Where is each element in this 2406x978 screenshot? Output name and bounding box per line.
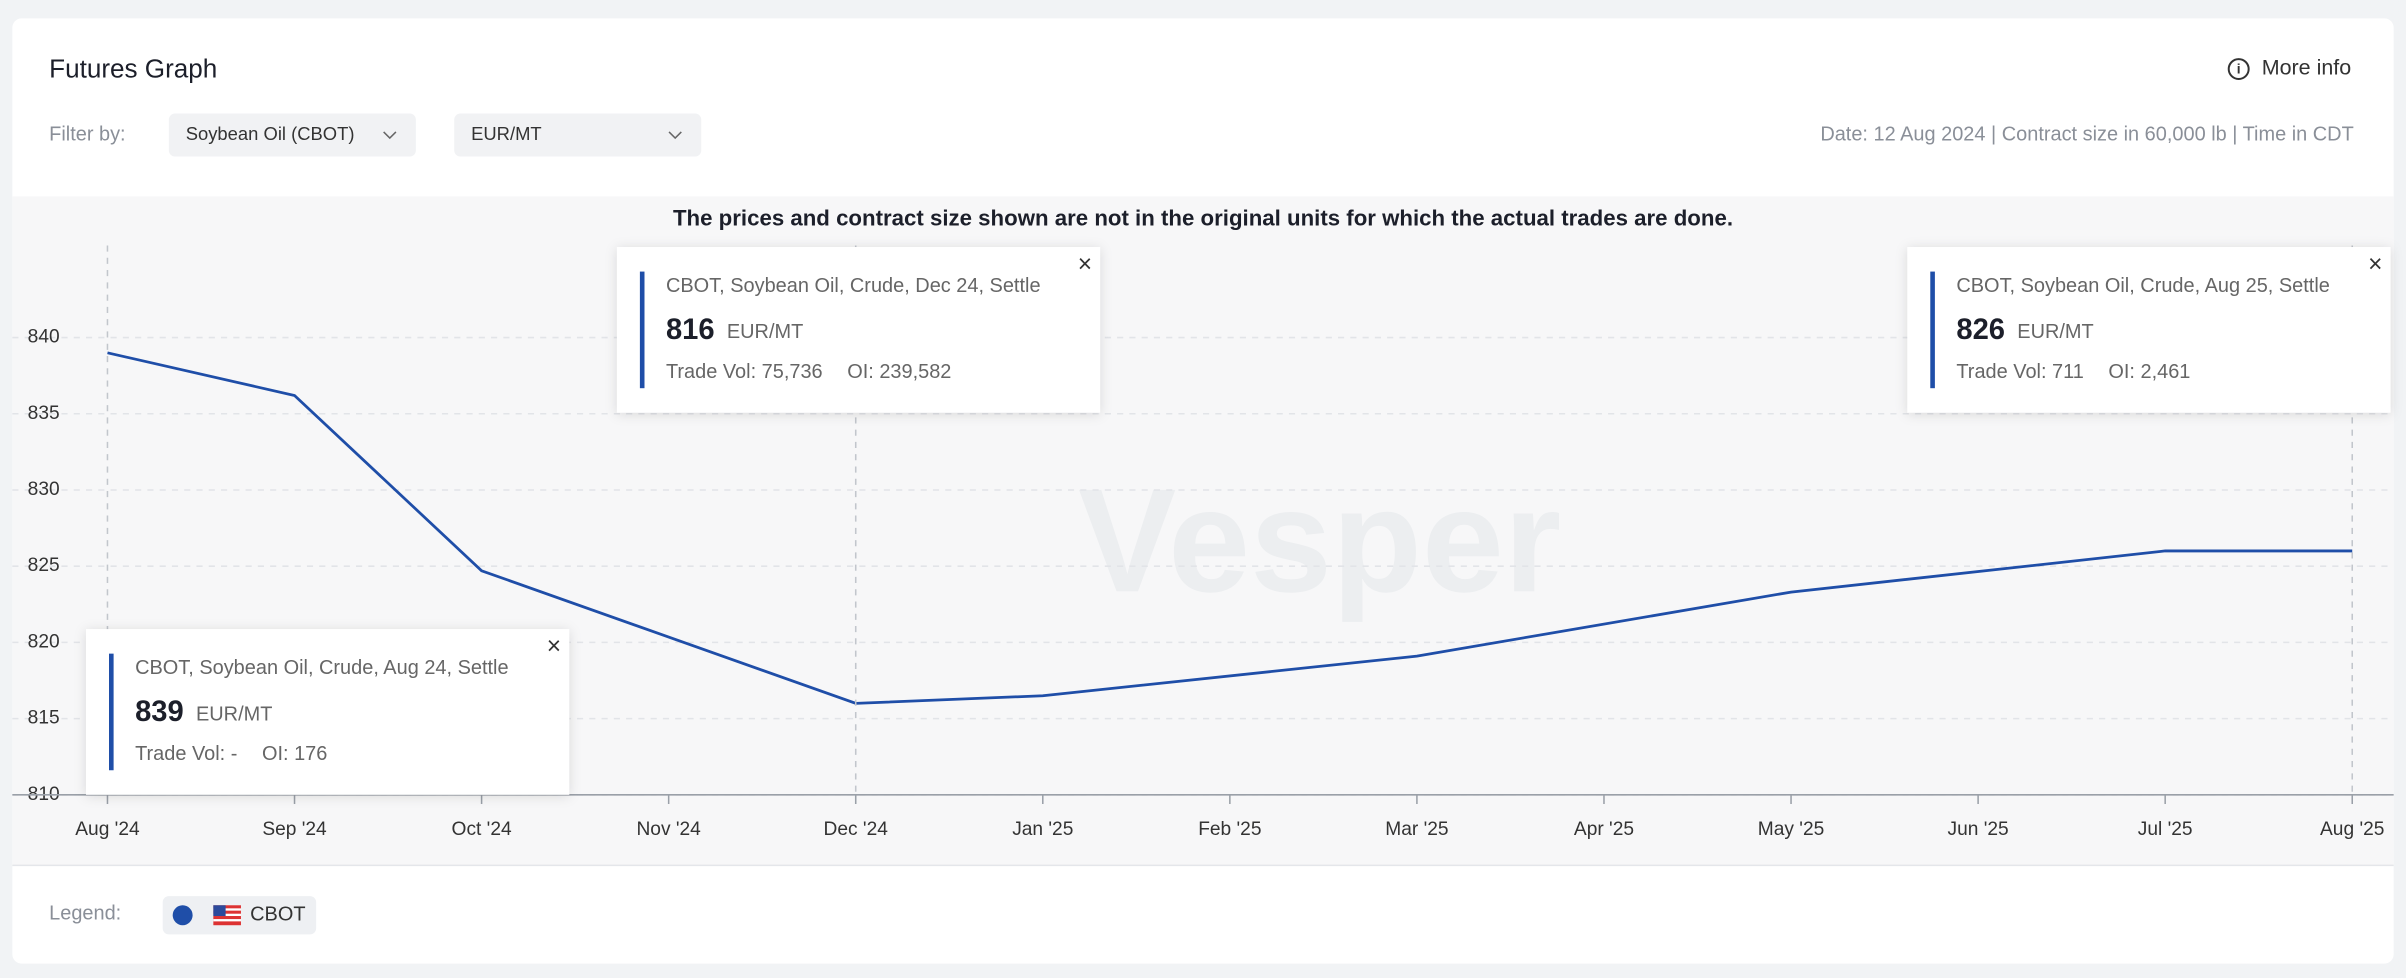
tooltip-accent xyxy=(1930,271,1935,389)
x-tick-label: Nov '24 xyxy=(636,819,701,840)
tooltip-close[interactable]: × xyxy=(1078,251,1092,278)
legend-label: Legend: xyxy=(49,903,121,925)
flag-stripe xyxy=(213,908,241,911)
x-tick-label: Oct '24 xyxy=(452,819,512,840)
y-tick-label: 835 xyxy=(28,403,60,424)
tooltip: × CBOT, Soybean Oil, Crude, Dec 24, Settl… xyxy=(616,247,1101,413)
x-tick-label: Dec '24 xyxy=(824,819,889,840)
tooltip-unit: EUR/MT xyxy=(196,703,272,725)
dropdown[interactable] xyxy=(168,113,416,157)
tooltip-trade-vol: Trade Vol: - xyxy=(135,743,237,765)
tooltip-box xyxy=(1907,247,2391,413)
tooltip-trade-vol: Trade Vol: 711 xyxy=(1956,361,2083,383)
tooltip-oi: OI: 2,461 xyxy=(2108,361,2190,383)
tooltip-oi: OI: 239,582 xyxy=(847,361,951,383)
x-tick-label: Jan '25 xyxy=(1012,819,1073,840)
x-tick-label: Aug '25 xyxy=(2320,819,2384,840)
flag-stripe xyxy=(213,913,241,917)
tooltip-price: 839 xyxy=(135,696,184,728)
flag-canton xyxy=(213,905,226,917)
chevron xyxy=(668,131,682,140)
tooltip-unit: EUR/MT xyxy=(727,321,803,343)
tooltip-price: 816 xyxy=(666,314,715,346)
y-tick-label: 820 xyxy=(28,631,60,652)
title: Futures Graph xyxy=(49,53,217,83)
us-flag xyxy=(213,905,241,926)
chevron xyxy=(383,131,397,140)
meta: Date: 12 Aug 2024 | Contract size in 60,… xyxy=(1820,123,2353,145)
tooltip-close[interactable]: × xyxy=(2368,251,2382,278)
tooltip-accent xyxy=(109,653,114,771)
y-tick-label: 840 xyxy=(28,327,60,348)
info-icon-glyph: i xyxy=(2237,61,2241,76)
y-tick-label: 815 xyxy=(28,708,60,729)
dropdown-value: EUR/MT xyxy=(471,123,542,144)
tooltip-oi: OI: 176 xyxy=(262,743,327,765)
x-tick-label: Aug '24 xyxy=(75,819,140,840)
tooltip-box xyxy=(616,247,1101,413)
tooltip-title: CBOT, Soybean Oil, Crude, Aug 24, Settle xyxy=(135,657,508,679)
x-tick-label: Apr '25 xyxy=(1574,819,1634,840)
x-tick-label: Sep '24 xyxy=(262,819,327,840)
legend-entry[interactable]: CBOT xyxy=(250,904,305,926)
notice: The prices and contract size shown are n… xyxy=(673,205,1733,230)
tooltip-price: 826 xyxy=(1956,314,2005,346)
tooltip-accent xyxy=(639,271,645,389)
y-tick-label: 830 xyxy=(28,479,60,500)
flag-stripe xyxy=(213,919,241,922)
tooltip-close[interactable]: × xyxy=(547,633,561,660)
y-tick-label: 825 xyxy=(28,555,60,576)
x-tick-label: Mar '25 xyxy=(1385,819,1448,840)
x-tick-label: May '25 xyxy=(1758,819,1824,840)
tooltip-box xyxy=(85,629,570,795)
tooltips: × CBOT, Soybean Oil, Crude, Aug 24, Settl… xyxy=(85,247,2391,795)
x-tick-label: Jul '25 xyxy=(2138,819,2193,840)
more-info[interactable]: More info xyxy=(2262,56,2352,80)
tooltip: × CBOT, Soybean Oil, Crude, Aug 25, Settl… xyxy=(1907,247,2391,413)
watermark: Vesper xyxy=(1078,459,1561,623)
dropdown[interactable] xyxy=(454,113,702,157)
filter-label: Filter by: xyxy=(49,123,125,145)
dropdown-value: Soybean Oil (CBOT) xyxy=(186,123,355,144)
line xyxy=(107,351,2353,705)
x-tick-label: Feb '25 xyxy=(1198,819,1261,840)
info-icon[interactable] xyxy=(2227,58,2250,81)
tooltip-title: CBOT, Soybean Oil, Crude, Aug 25, Settle xyxy=(1956,275,2329,297)
tooltip-unit: EUR/MT xyxy=(2017,321,2093,343)
tooltip-trade-vol: Trade Vol: 75,736 xyxy=(666,361,823,383)
legend-marker xyxy=(172,905,193,926)
x-tick-label: Jun '25 xyxy=(1948,819,2009,840)
tooltip: × CBOT, Soybean Oil, Crude, Aug 24, Settl… xyxy=(85,629,570,795)
tooltip-title: CBOT, Soybean Oil, Crude, Dec 24, Settle xyxy=(666,275,1041,297)
